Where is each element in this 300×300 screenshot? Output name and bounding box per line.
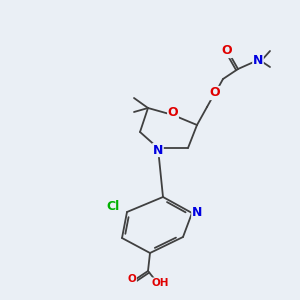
Text: O: O [222, 44, 232, 58]
Text: N: N [253, 55, 263, 68]
Text: O: O [210, 86, 220, 100]
Text: N: N [192, 206, 202, 220]
Text: Cl: Cl [106, 200, 120, 212]
Text: OH: OH [151, 278, 169, 288]
Text: O: O [168, 106, 178, 119]
Text: O: O [128, 274, 136, 284]
Text: N: N [153, 143, 163, 157]
